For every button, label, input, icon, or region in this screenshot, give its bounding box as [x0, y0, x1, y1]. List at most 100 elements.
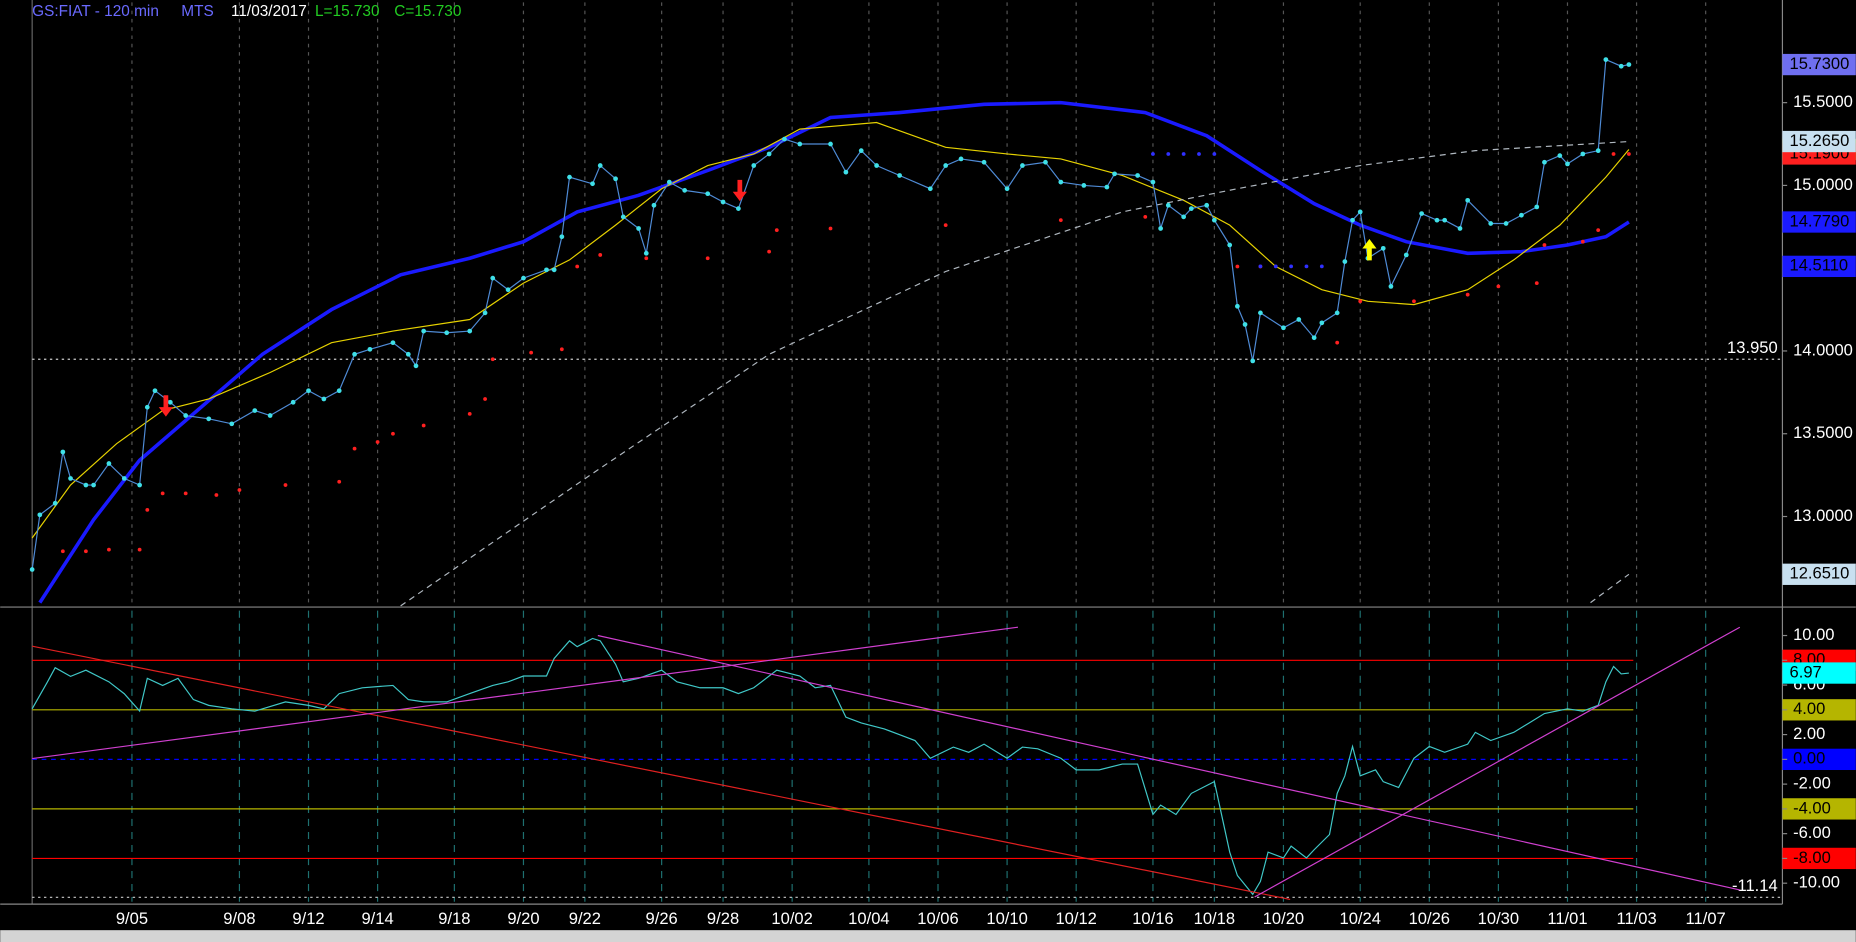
y-tick-label: 15.5000: [1793, 92, 1853, 111]
x-tick-label: 10/26: [1409, 909, 1450, 928]
series-marker: [720, 199, 726, 205]
x-tick-label: 10/04: [848, 909, 889, 928]
series-marker: [1004, 186, 1010, 192]
series-marker: [590, 181, 595, 187]
series-marker: [1296, 317, 1302, 322]
reference-label: -11.14: [1732, 876, 1778, 895]
last-value-label: 6.97: [1790, 662, 1822, 681]
series-marker: [283, 483, 288, 487]
sell-arrow: [732, 179, 747, 202]
series-marker: [1350, 217, 1355, 223]
series-marker: [797, 141, 803, 147]
series-marker: [1211, 217, 1217, 223]
series-marker: [643, 250, 649, 256]
series-marker: [1534, 281, 1539, 285]
last-value-label: 12.6510: [1790, 564, 1850, 583]
y-tick-label: 10.00: [1793, 625, 1834, 644]
series-marker: [1557, 153, 1563, 158]
series-marker: [467, 328, 473, 334]
series-marker: [1412, 299, 1416, 304]
series-marker: [559, 234, 565, 240]
series-marker: [1626, 62, 1632, 67]
x-tick-label: 11/03: [1616, 909, 1656, 928]
series-marker: [1143, 214, 1148, 219]
series-marker: [858, 148, 864, 154]
plot-layers: 15.500015.000014.500014.000013.500013.00…: [29, 2, 1856, 928]
x-tick-label: 9/26: [646, 909, 678, 928]
series-marker: [68, 476, 73, 481]
series-marker: [206, 416, 212, 422]
series-marker: [981, 159, 987, 165]
series-marker: [336, 388, 342, 394]
series-marker: [144, 404, 150, 410]
series-marker: [167, 399, 173, 405]
series-marker: [1542, 159, 1547, 165]
last-value-tag: [1782, 255, 1856, 278]
series-marker: [1212, 152, 1217, 156]
trend-line: [1254, 626, 1741, 898]
series-marker: [60, 549, 65, 554]
y-tick-label: -4.00: [1793, 798, 1831, 817]
last-value-tag: [1782, 130, 1856, 153]
series-marker: [1380, 245, 1386, 251]
header: GS:FIAT - 120 min MTS 11/03/2017 L=15.73…: [32, 3, 461, 20]
y-tick-label: 13.0000: [1793, 506, 1853, 525]
series-marker: [1442, 217, 1448, 223]
series-marker: [1434, 217, 1440, 223]
series-marker: [767, 249, 772, 254]
series-marker: [1250, 358, 1256, 364]
series-marker: [644, 256, 649, 261]
series-marker: [229, 421, 235, 427]
series-marker: [1565, 161, 1570, 167]
series-marker: [1335, 340, 1340, 345]
date: 11/03/2017: [231, 3, 307, 20]
last-value-label: 15.7300: [1790, 54, 1850, 73]
series-marker: [1596, 228, 1601, 233]
series-marker: [705, 191, 711, 197]
series-marker: [183, 491, 188, 496]
x-tick-label: 9/22: [569, 909, 601, 928]
series-marker: [1611, 152, 1616, 156]
series-marker: [1304, 264, 1309, 269]
last-value-label: 14.7790: [1790, 211, 1850, 230]
last-value-tag: [1782, 563, 1856, 585]
series-marker: [1058, 218, 1063, 223]
y-tick-label: 2.00: [1793, 724, 1825, 743]
series-marker: [367, 346, 373, 352]
series-line: [31, 637, 1629, 896]
series-marker: [1311, 335, 1317, 341]
trend-lines: [32, 626, 1741, 900]
series-marker: [1273, 264, 1278, 269]
series-marker: [1519, 212, 1524, 218]
series-marker: [1204, 202, 1210, 208]
series-marker: [828, 141, 833, 147]
series-marker: [252, 408, 258, 413]
series-marker: [1197, 152, 1201, 156]
series-line: [38, 100, 1630, 604]
series-marker: [405, 351, 411, 357]
series-marker: [897, 173, 902, 178]
series-marker: [943, 223, 948, 228]
series-marker: [943, 163, 949, 168]
series-marker: [306, 388, 311, 394]
y-tick-label: 13.5000: [1793, 423, 1853, 442]
series-marker: [183, 413, 189, 418]
trend-line: [597, 634, 1740, 891]
series-marker: [1181, 152, 1186, 156]
x-tick-label: 10/06: [917, 909, 958, 928]
series-line: [31, 121, 1630, 539]
series-marker: [1334, 310, 1340, 316]
series-marker: [490, 275, 496, 281]
y-tick-label: -10.00: [1793, 873, 1840, 892]
series-marker: [1627, 152, 1631, 156]
x-tick-label: 9/28: [707, 909, 739, 928]
series-marker: [1457, 226, 1463, 231]
series-marker: [575, 264, 580, 269]
y-tick-label: 0.00: [1793, 749, 1825, 768]
reference-label: 13.950: [1727, 338, 1778, 357]
series-marker: [483, 397, 487, 401]
series-marker: [1181, 214, 1187, 220]
series-marker: [1058, 179, 1064, 185]
level-tag: [1782, 699, 1856, 721]
